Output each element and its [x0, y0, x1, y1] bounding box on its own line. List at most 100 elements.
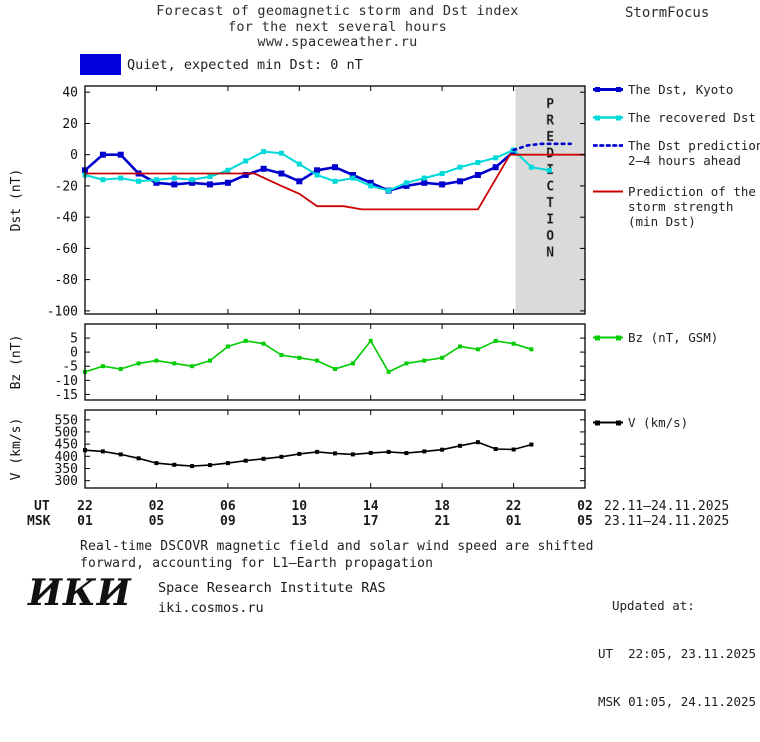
updated-block: Updated at: UT 22:05, 23.11.2025 MSK 01:…	[598, 566, 756, 742]
msk-tick: 21	[434, 514, 450, 529]
series-marker	[422, 449, 427, 454]
series-marker	[100, 364, 105, 369]
updated-msk: MSK 01:05, 24.11.2025	[598, 694, 757, 709]
series-marker	[403, 182, 410, 189]
y-tick-label: -80	[55, 273, 78, 288]
series-marker	[332, 178, 338, 184]
storm-prediction-legend-marker	[593, 185, 623, 198]
series-marker	[172, 361, 177, 366]
series-marker	[208, 463, 212, 468]
series-marker	[296, 161, 302, 167]
series-marker	[439, 181, 446, 188]
y-axis-label: Dst (nT)	[9, 169, 24, 232]
brand-stormfocus: StormFocus	[625, 5, 710, 21]
series-marker	[190, 364, 195, 369]
prediction-band-letter: E	[546, 130, 554, 145]
series-marker	[404, 451, 409, 456]
plot-frame	[84, 409, 586, 489]
dst-kyoto-legend-marker	[593, 83, 623, 96]
prediction-band-letter: T	[546, 196, 554, 211]
series-marker	[207, 174, 213, 180]
series-marker	[189, 177, 195, 183]
series-marker	[171, 181, 178, 188]
y-tick-label: -40	[55, 211, 78, 226]
series-marker	[314, 167, 321, 174]
series-marker	[136, 178, 142, 184]
series-marker	[136, 456, 141, 461]
plot-frame	[84, 323, 586, 401]
storm-prediction-legend-line1: Prediction of the	[628, 184, 756, 199]
series-marker	[458, 443, 462, 448]
series-marker	[224, 179, 231, 186]
series-marker	[528, 164, 534, 170]
updated-ut: UT 22:05, 23.11.2025	[598, 646, 757, 661]
series-marker	[546, 167, 552, 173]
prediction-band-letter: R	[546, 114, 554, 129]
series-marker	[475, 347, 480, 352]
y-axis-label: V (km/s)	[9, 418, 24, 481]
series-marker	[190, 464, 195, 469]
series-marker	[99, 151, 106, 158]
v-legend: V (km/s)	[593, 415, 760, 443]
y-tick-label: 20	[62, 117, 78, 132]
storm-prediction-legend-line2: storm strength	[628, 199, 734, 214]
ut-date-range: 22.11–24.11.2025	[604, 499, 730, 514]
series-marker	[278, 150, 284, 156]
title-line2: for the next several hours	[227, 18, 448, 35]
series-marker	[332, 164, 338, 171]
legend-item-v: V (km/s)	[593, 415, 760, 430]
series-marker	[297, 355, 302, 360]
series-marker	[136, 361, 141, 366]
series-line	[512, 142, 573, 152]
ut-tick: 22	[505, 499, 522, 514]
series-marker	[261, 149, 267, 155]
quiet-status-text: Quiet, expected min Dst: 0 nT	[127, 57, 363, 73]
series-marker	[349, 172, 356, 178]
dst-prediction-legend-line1: The Dst prediction	[628, 138, 760, 153]
y-tick-label: -10	[55, 374, 78, 389]
series-marker	[367, 179, 374, 186]
msk-date-range: 23.11–24.11.2025	[604, 514, 730, 529]
y-tick-label: -60	[55, 242, 78, 257]
series-marker	[279, 454, 284, 459]
x-axis-msk-row: MSK 23.11–24.11.2025 01 05 09 13 17 21 01 05	[0, 514, 760, 530]
ut-tick: 14	[362, 499, 379, 514]
series-line	[84, 339, 532, 373]
page-title: Forecast of geomagnetic storm and Dst in…	[110, 3, 565, 51]
series-marker	[368, 450, 373, 455]
series-marker	[243, 458, 248, 463]
series-marker	[386, 449, 391, 454]
series-marker	[189, 179, 196, 186]
series-marker	[368, 183, 374, 189]
ut-tick: 02	[148, 499, 165, 514]
series-marker	[172, 462, 177, 467]
y-tick-label: 40	[62, 86, 78, 101]
series-marker	[440, 355, 445, 360]
series-marker	[350, 452, 355, 457]
series-marker	[439, 171, 445, 176]
series-marker	[314, 172, 320, 178]
storm-prediction-legend-line3: (min Dst)	[628, 214, 696, 229]
series-marker	[333, 451, 337, 456]
ut-tick: 10	[291, 499, 308, 514]
series-marker	[208, 358, 212, 363]
series-marker	[492, 164, 499, 171]
series-marker	[225, 344, 230, 349]
series-marker	[511, 341, 516, 346]
updated-label: Updated at:	[612, 598, 695, 613]
v-legend-label: V (km/s)	[628, 415, 689, 430]
y-tick-label: -100	[47, 304, 78, 319]
y-tick-label: 0	[70, 346, 78, 361]
series-marker	[350, 361, 355, 366]
footer-note-line1: Real-time DSCOVR magnetic field and sola…	[80, 539, 594, 554]
series-marker	[333, 367, 337, 371]
series-marker	[475, 440, 480, 445]
series-marker	[171, 175, 177, 181]
msk-tick: 05	[577, 514, 593, 529]
series-marker	[260, 165, 267, 172]
y-tick-label: 5	[70, 332, 78, 347]
bz-legend-marker	[593, 331, 623, 344]
series-marker	[118, 452, 123, 457]
series-marker	[100, 177, 106, 183]
